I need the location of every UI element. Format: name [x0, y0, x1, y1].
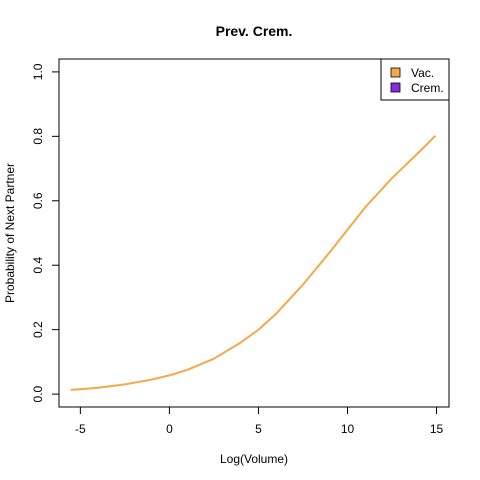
y-axis-label: Probability of Next Partner: [3, 163, 17, 303]
x-tick-label: 10: [341, 422, 355, 436]
x-axis: -5 0 5 10 15: [75, 407, 444, 436]
y-tick-label: 0.2: [31, 321, 45, 338]
y-axis: 0.0 0.2 0.4 0.6 0.8 1.0: [31, 63, 59, 402]
series-line-0: [70, 135, 436, 391]
legend: Vac.Crem.: [380, 58, 450, 101]
y-tick-label: 0.0: [31, 385, 45, 402]
chart-title: Prev. Crem.: [216, 23, 293, 39]
y-tick-label: 0.4: [31, 257, 45, 274]
legend-swatch: [390, 67, 401, 78]
legend-label: Crem.: [411, 81, 444, 95]
legend-box: [380, 58, 450, 101]
legend-label: Vac.: [411, 66, 434, 80]
plot-area: [58, 58, 450, 408]
series-layer: [70, 135, 436, 391]
legend-swatch: [390, 82, 401, 93]
x-tick-label: 15: [430, 422, 444, 436]
y-tick-label: 0.8: [31, 128, 45, 145]
x-tick-label: -5: [75, 422, 86, 436]
x-tick-label: 0: [166, 422, 173, 436]
y-tick-label: 1.0: [31, 63, 45, 80]
x-tick-label: 5: [255, 422, 262, 436]
y-tick-label: 0.6: [31, 192, 45, 209]
x-axis-label: Log(Volume): [220, 452, 288, 466]
